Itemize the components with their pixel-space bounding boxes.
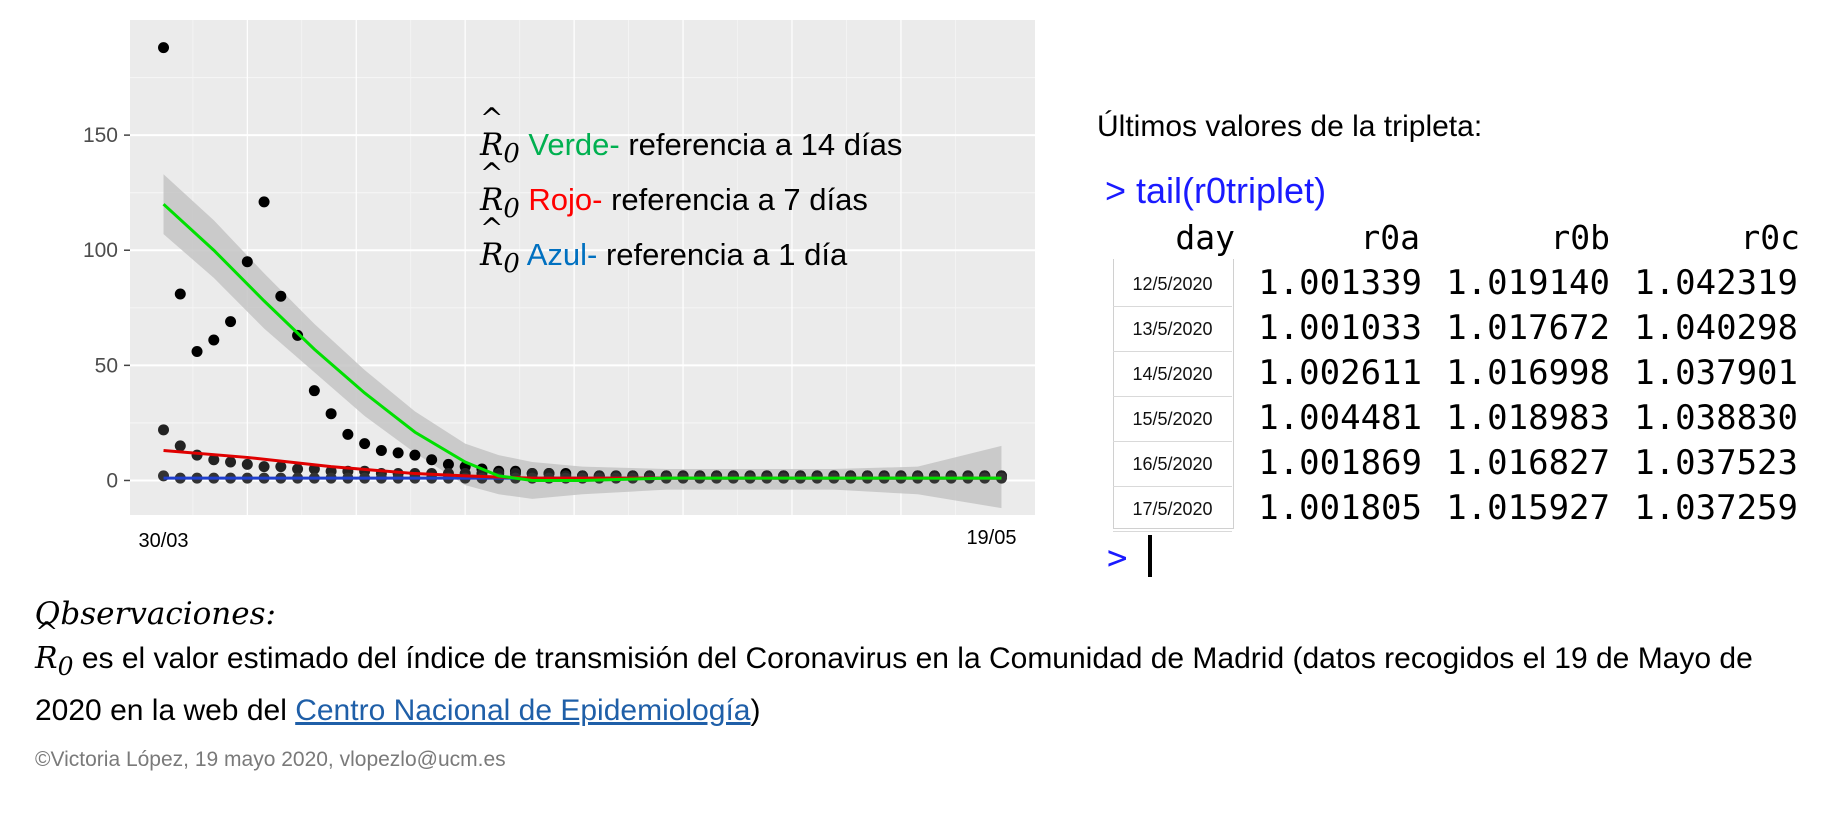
table-value-r0c: 1.037259 [1634,488,1798,528]
header-r0c: r0c [1740,218,1800,257]
data-point [158,42,170,54]
r0-hat-symbol: ^ R0 [480,157,520,225]
data-point [258,196,270,208]
y-tick-label: 0 [106,469,118,492]
triplet-title: Últimos valores de la tripleta: [1097,110,1483,143]
x-tick-label: 19/05 [966,527,1016,549]
data-point [359,438,371,450]
data-point [174,440,186,452]
r0-hat-symbol: ^ R0 [480,212,520,280]
table-value-r0a: 1.001869 [1258,443,1422,483]
cne-link[interactable]: Centro Nacional de Epidemiología [295,694,751,727]
day-column [1113,259,1234,529]
table-value-r0a: 1.004481 [1258,398,1422,438]
data-point [292,329,304,341]
table-day-cell: 14/5/2020 [1113,352,1232,397]
chart-legend: ^ R0 Verde- referencia a 14 días ^ R0 Rojo… [480,102,903,288]
data-point [191,449,203,461]
data-point [426,454,438,466]
table-day-cell: 16/5/2020 [1113,442,1232,487]
table-value-r0c: 1.042319 [1634,263,1798,303]
table-day-cell: 12/5/2020 [1113,262,1232,307]
table-value-r0a: 1.001033 [1258,308,1422,348]
legend-label-red: Rojo- [528,182,603,218]
data-point [442,458,454,470]
data-point [225,316,237,328]
table-value-r0c: 1.038830 [1634,398,1798,438]
table-value-r0a: 1.002611 [1258,353,1422,393]
table-day-cell: 13/5/2020 [1113,307,1232,352]
header-r0b: r0b [1550,218,1610,257]
table-value-r0b: 1.015927 [1446,488,1610,528]
data-point [275,290,287,302]
table-value-r0b: 1.016827 [1446,443,1610,483]
data-point [375,445,387,457]
table-value-r0a: 1.001339 [1258,263,1422,303]
table-day-cell: 17/5/2020 [1113,487,1232,532]
legend-item-green: ^ R0 Verde- referencia a 14 días [480,102,903,177]
table-value-r0b: 1.018983 [1446,398,1610,438]
table-value-r0c: 1.037523 [1634,443,1798,483]
data-point [225,456,237,468]
data-point [208,454,220,466]
data-point [292,463,304,475]
data-point [409,449,421,461]
data-point [174,288,186,300]
legend-label-blue: Azul- [526,237,598,273]
table-value-r0c: 1.040298 [1634,308,1798,348]
console-prompt: > [1107,538,1128,578]
data-point [241,458,253,470]
data-point [392,447,404,459]
data-point [308,385,320,397]
y-tick-label: 150 [83,124,118,147]
x-tick-label: 30/03 [138,530,188,552]
table-day-cell: 15/5/2020 [1113,397,1232,442]
data-point [342,428,354,440]
observations-title: Observaciones: [35,596,276,632]
legend-label-green: Verde- [528,127,620,162]
data-point [241,256,253,268]
data-point [325,408,337,420]
data-point [208,334,220,346]
y-tick-label: 100 [83,239,118,262]
legend-item-red: ^ R0 Rojo- referencia a 7 días [480,157,902,232]
legend-text-green: referencia a 14 días [619,127,903,162]
legend-text-blue: referencia a 1 día [597,237,848,273]
table-value-r0b: 1.019140 [1446,263,1610,303]
plot-panel [130,20,1035,515]
data-point [275,461,287,473]
header-r0a: r0a [1360,218,1420,257]
credit-line: ©Victoria López, 19 mayo 2020, vlopezlo@… [35,748,506,771]
header-day: day [1175,218,1235,257]
smooth-line-red [163,449,1002,480]
table-value-r0a: 1.001805 [1258,488,1422,528]
r0-hat-symbol: ^ R0 [35,616,74,682]
text-cursor[interactable] [1148,535,1152,577]
data-point [158,470,170,482]
smooth-line-green [162,203,1002,482]
table-value-r0b: 1.017672 [1446,308,1610,348]
data-point [158,424,170,436]
legend-item-blue: ^ R0 Azul- referencia a 1 día [480,212,902,287]
legend-text-red: referencia a 7 días [602,182,868,218]
observations-text: ^ R0 es el valor estimado del índice de t… [35,616,1753,728]
r0-chart: 0 50 100 150 30/03 19/05 [83,20,1035,552]
console-command: > tail(r0triplet) [1105,170,1327,211]
table-value-r0c: 1.037901 [1634,353,1798,393]
table-value-r0b: 1.016998 [1446,353,1610,393]
y-tick-label: 50 [95,354,118,377]
data-point [258,461,270,473]
data-point [191,346,203,358]
r0-hat-symbol: ^ R0 [480,102,520,170]
